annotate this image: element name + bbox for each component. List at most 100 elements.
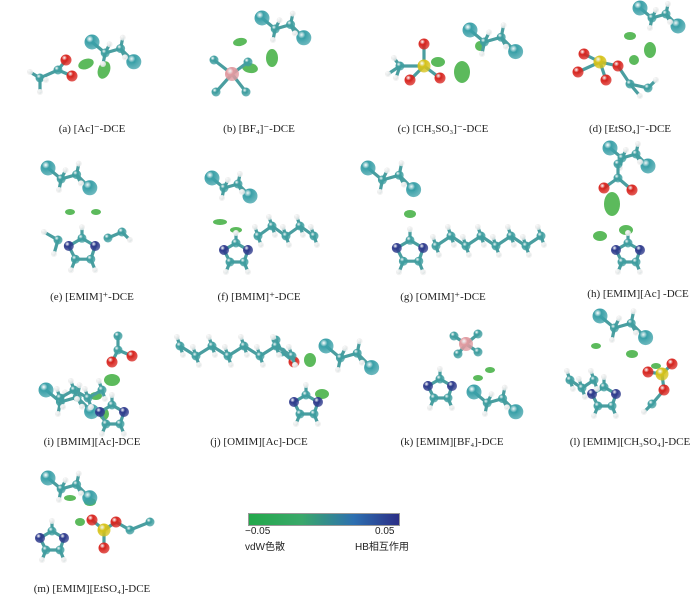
atom-c (617, 257, 627, 267)
atom-s (655, 367, 669, 381)
atom-h (49, 518, 55, 524)
atom-cl (318, 338, 334, 354)
atom-h (633, 329, 639, 336)
atom-n (90, 241, 101, 251)
atom-h (520, 234, 526, 240)
atom-o (106, 356, 118, 368)
atom-n (423, 381, 433, 391)
atom-cl (296, 30, 312, 46)
atom-c (125, 525, 135, 535)
atom-n (447, 381, 457, 391)
caption-e: (e) [EMIM]⁺-DCE (50, 291, 134, 303)
atom-c (301, 390, 311, 400)
atom-h (237, 171, 243, 177)
atom-h (276, 17, 283, 24)
atom-o (434, 72, 446, 84)
vdw-surface (644, 42, 656, 58)
atom-h (62, 477, 69, 484)
atom-c (643, 83, 653, 93)
atom-c (609, 323, 619, 333)
atom-cl (508, 404, 524, 420)
vdw-surface (624, 32, 636, 40)
atom-c (309, 409, 319, 419)
atom-h (637, 93, 643, 99)
atom-h (501, 384, 508, 391)
atom-h (286, 242, 292, 248)
atom-o (66, 70, 78, 82)
atom-c (243, 57, 253, 67)
atom-h (653, 77, 659, 83)
vdw-surface (213, 219, 227, 225)
atom-h (79, 403, 85, 410)
atom-cl (508, 44, 524, 60)
atom-c (593, 401, 603, 411)
atom-h (206, 334, 212, 340)
atom-c (69, 385, 79, 395)
atom-h (289, 10, 296, 17)
atom-c (253, 231, 263, 241)
vdw-surface (404, 210, 416, 218)
atom-h (630, 308, 637, 315)
atom-h (190, 344, 196, 350)
caption-a: (a) [Ac]⁻-DCE (58, 123, 126, 135)
atom-h (100, 61, 106, 67)
atom-o (126, 350, 138, 362)
colorbar-gradient (248, 513, 400, 526)
atom-c (53, 65, 63, 75)
atom-cl (640, 158, 656, 174)
atom-c (449, 331, 459, 341)
atom-h (613, 413, 619, 419)
caption-h: (h) [EMIM][Ac] -DCE (587, 288, 689, 300)
atom-c (431, 241, 441, 251)
atom-h (564, 368, 570, 374)
atom-c (231, 238, 241, 248)
atom-c (47, 526, 57, 536)
atom-c (271, 341, 281, 351)
atom-n (119, 407, 129, 417)
atom-o (666, 358, 678, 370)
atom-c (225, 257, 235, 267)
atom-h (225, 177, 231, 183)
atom-h (276, 352, 282, 358)
atom-n (391, 243, 402, 253)
atom-h (75, 470, 82, 477)
colorbar-left-label: vdW色散 (245, 542, 285, 553)
caption-d: (d) [EtSO₄]⁻-DCE (588, 123, 672, 135)
atom-h (407, 226, 413, 233)
atom-c (473, 347, 483, 357)
atom-c (107, 400, 117, 410)
atom-cl (364, 360, 380, 376)
atom-cl (602, 140, 618, 156)
atom-o (572, 66, 584, 78)
atom-h (219, 195, 225, 201)
vdw-surface (78, 58, 94, 70)
atom-c (506, 231, 516, 241)
caption-g: (g) [OMIM]⁺-DCE (400, 291, 486, 303)
atom-o (642, 366, 654, 378)
atom-h (451, 242, 457, 248)
atom-h (270, 37, 276, 43)
atom-h (430, 234, 436, 240)
atom-h (393, 75, 399, 81)
atom-c (295, 221, 305, 231)
atom-c (53, 235, 63, 245)
atom-h (293, 421, 299, 427)
atom-c (453, 349, 463, 359)
atom-h (51, 251, 57, 257)
atom-h (526, 252, 532, 258)
vdw-surface (104, 374, 120, 386)
atom-h (359, 359, 365, 366)
atom-h (445, 224, 451, 230)
atom-s (97, 523, 111, 537)
vdw-surface (266, 49, 278, 67)
atom-h (292, 30, 298, 37)
atom-h (61, 557, 67, 563)
atom-o (404, 74, 416, 86)
vdw-surface (591, 343, 601, 349)
atom-b (225, 67, 239, 81)
atom-h (504, 404, 510, 411)
atom-h (500, 22, 507, 29)
vdw-surface (64, 495, 76, 501)
atom-n (289, 397, 299, 407)
atom-cl (82, 490, 98, 506)
